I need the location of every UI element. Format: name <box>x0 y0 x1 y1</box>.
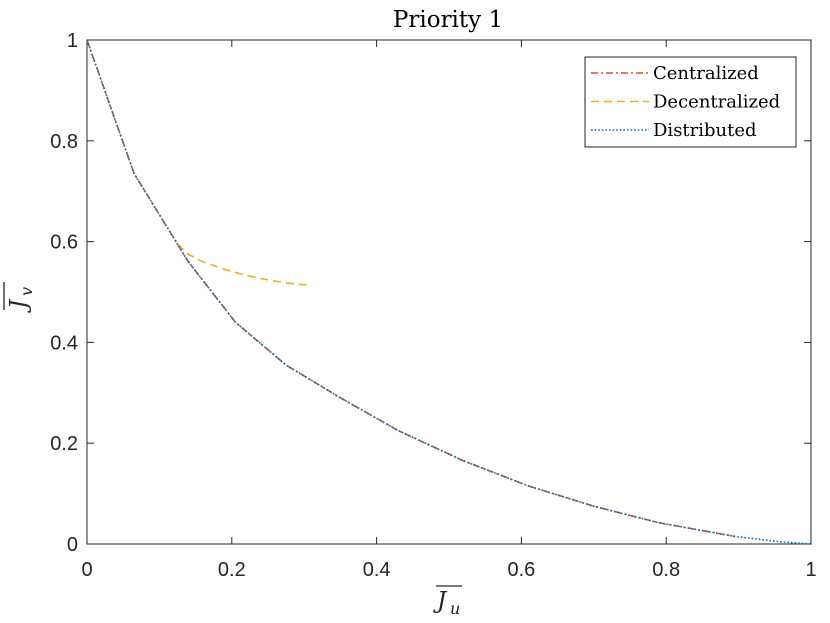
legend-label: Centralized <box>653 63 759 84</box>
y-axis-label-main: J <box>6 298 32 313</box>
y-tick-label: 1 <box>67 30 78 52</box>
y-tick-label: 0 <box>67 534 78 556</box>
y-tick-label: 0.4 <box>50 332 78 354</box>
y-tick-label: 0.6 <box>50 232 78 254</box>
tick-labels: 0 0.2 0.4 0.6 0.8 1 0 0.2 0.4 0.6 0.8 1 <box>50 30 816 581</box>
x-tick-label: 0.8 <box>652 559 680 581</box>
x-axis-label-main: J <box>433 588 448 614</box>
axes-box <box>86 39 812 545</box>
y-tick-label: 0.2 <box>50 433 78 455</box>
y-axis-label: J v <box>3 282 36 313</box>
x-axis-label: J u <box>433 585 462 618</box>
axes <box>86 39 812 545</box>
plot-area <box>86 39 812 545</box>
series-line-decentralized <box>176 243 312 287</box>
chart-title: Priority 1 <box>393 7 503 33</box>
x-tick-label: 0 <box>81 559 92 581</box>
legend: Centralized Decentralized Distributed <box>584 56 797 148</box>
x-tick-label: 0.2 <box>218 559 246 581</box>
x-axis-label-sub: u <box>450 599 460 618</box>
y-axis-label-sub: v <box>17 287 36 296</box>
legend-label: Distributed <box>653 120 757 141</box>
x-tick-label: 0.6 <box>507 559 535 581</box>
x-tick-label: 0.4 <box>363 559 391 581</box>
y-tick-label: 0.8 <box>50 131 78 153</box>
x-tick-label: 1 <box>805 559 816 581</box>
legend-label: Decentralized <box>653 92 780 113</box>
